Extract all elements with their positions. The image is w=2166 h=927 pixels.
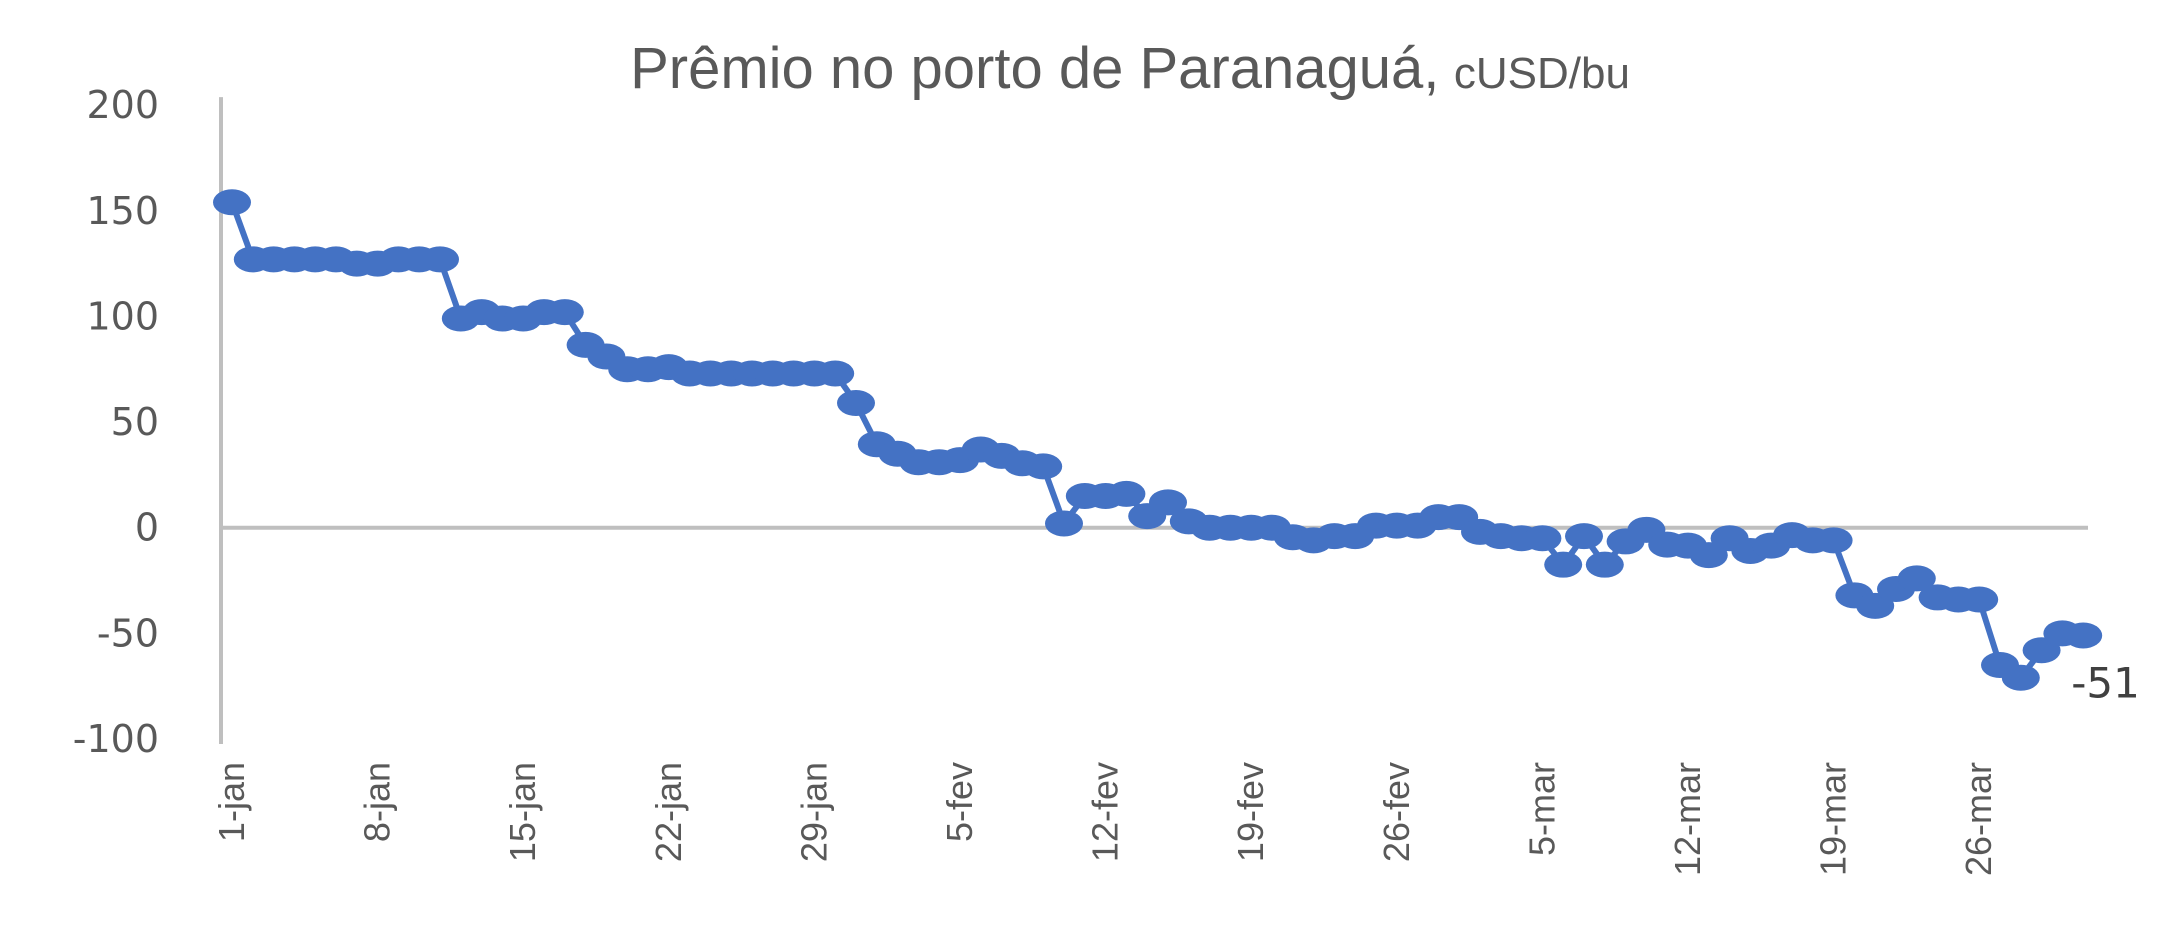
data-point xyxy=(2001,664,2040,691)
y-tick-label: -50 xyxy=(97,611,159,655)
y-axis-ticks: 200 150 100 50 0 -50 -100 xyxy=(73,83,159,761)
x-tick-label: 22-jan xyxy=(648,762,689,862)
data-point xyxy=(816,360,855,387)
x-tick-label: 26-fev xyxy=(1376,762,1417,862)
x-tick-label: 5-mar xyxy=(1521,762,1562,856)
y-tick-label: 150 xyxy=(86,189,159,233)
data-point xyxy=(1544,551,1583,578)
data-label-last: -51 xyxy=(2071,658,2140,707)
y-tick-label: 50 xyxy=(111,400,159,444)
data-point xyxy=(2064,622,2103,649)
x-tick-label: 8-jan xyxy=(357,762,398,842)
chart-title-unit: cUSD/bu xyxy=(1454,49,1630,98)
x-tick-label: 1-jan xyxy=(211,762,252,842)
y-tick-label: 0 xyxy=(135,506,159,550)
data-point xyxy=(1897,565,1936,592)
data-point xyxy=(1523,525,1562,552)
x-tick-label: 5-fev xyxy=(939,762,980,842)
data-point xyxy=(1107,480,1146,507)
x-tick-label: 12-fev xyxy=(1085,762,1126,862)
x-tick-label: 12-mar xyxy=(1667,762,1708,876)
data-point xyxy=(545,299,584,326)
chart-title-main: Prêmio no porto de Paranaguá, xyxy=(630,36,1439,101)
data-point xyxy=(1565,523,1603,550)
axes xyxy=(219,97,2088,744)
data-point xyxy=(1045,510,1083,537)
x-tick-label: 15-jan xyxy=(502,762,543,862)
data-point xyxy=(1814,527,1853,554)
chart-title: Prêmio no porto de Paranaguá, cUSD/bu xyxy=(630,36,1630,101)
x-tick-label: 19-fev xyxy=(1230,762,1271,862)
data-point xyxy=(837,390,875,417)
y-tick-label: 100 xyxy=(86,294,159,338)
y-tick-label: -100 xyxy=(73,717,159,761)
y-tick-label: 200 xyxy=(86,83,159,127)
x-tick-label: 26-mar xyxy=(1958,762,1999,876)
data-point xyxy=(1024,453,1063,480)
x-tick-label: 29-jan xyxy=(793,762,834,862)
x-tick-label: 19-mar xyxy=(1813,762,1854,876)
series-path xyxy=(229,201,2084,681)
series-line xyxy=(213,189,2103,691)
data-point xyxy=(1585,551,1624,578)
data-point xyxy=(1960,586,1999,613)
x-axis-ticks: 1-jan 8-jan 15-jan 22-jan 29-jan 5-fev 12-fev 1… xyxy=(211,762,1999,876)
data-point xyxy=(213,189,251,216)
data-point xyxy=(421,246,459,273)
data-point xyxy=(1149,489,1187,516)
